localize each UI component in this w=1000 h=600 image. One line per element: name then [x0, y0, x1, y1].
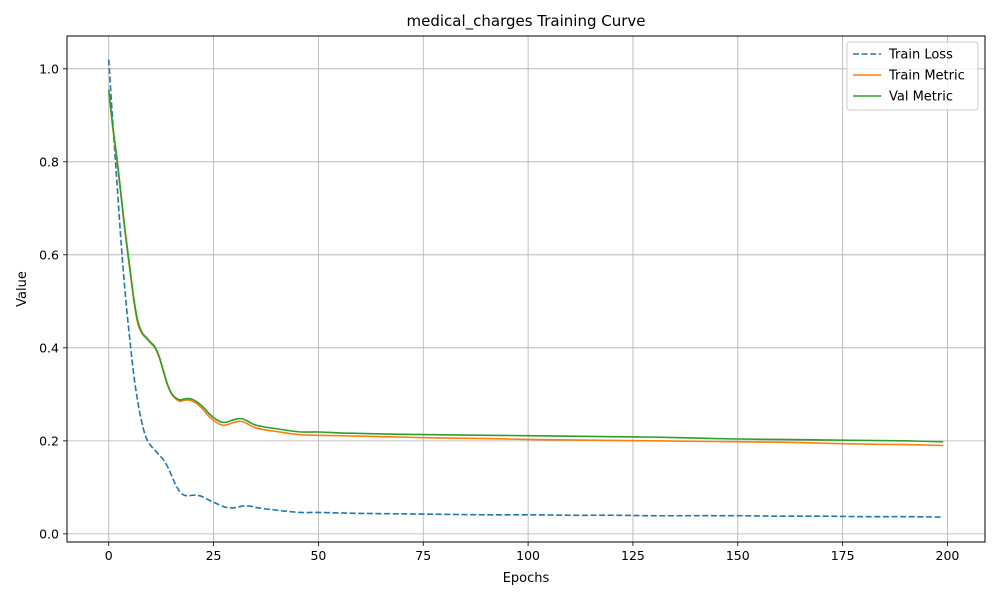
- x-tick-label: 125: [621, 548, 645, 563]
- y-tick-label: 0.0: [39, 526, 59, 541]
- legend-label: Train Metric: [888, 69, 965, 84]
- y-tick-label: 0.2: [39, 433, 59, 448]
- series-line-train-loss: [107, 59, 944, 518]
- x-tick-label: 200: [936, 548, 960, 563]
- y-axis-title: Value: [15, 271, 30, 307]
- x-axis-title: Epochs: [503, 571, 550, 586]
- legend-label: Train Loss: [888, 48, 953, 63]
- y-axis: 0.0 0.2 0.4 0.6 0.8 1.0: [39, 61, 67, 541]
- series-layer: [107, 59, 944, 518]
- grid-lines: [67, 36, 985, 542]
- y-tick-label: 1.0: [39, 61, 59, 76]
- x-axis: 0 25 50 75 100 125 150 175 200: [105, 542, 960, 563]
- x-tick-label: 100: [516, 548, 540, 563]
- x-tick-label: 0: [105, 548, 113, 563]
- y-tick-label: 0.8: [39, 154, 59, 169]
- y-tick-label: 0.4: [39, 340, 59, 355]
- y-tick-label: 0.6: [39, 247, 59, 262]
- legend: Train Loss Train Metric Val Metric: [846, 41, 979, 111]
- x-tick-label: 175: [831, 548, 855, 563]
- chart-title: medical_charges Training Curve: [406, 12, 645, 31]
- plot-frame: [66, 35, 986, 543]
- x-tick-label: 25: [206, 548, 222, 563]
- series-line-val-metric: [107, 89, 944, 443]
- legend-box: [846, 41, 979, 111]
- legend-label: Val Metric: [889, 90, 953, 105]
- x-tick-label: 50: [310, 548, 326, 563]
- x-tick-label: 150: [726, 548, 750, 563]
- x-tick-label: 75: [415, 548, 431, 563]
